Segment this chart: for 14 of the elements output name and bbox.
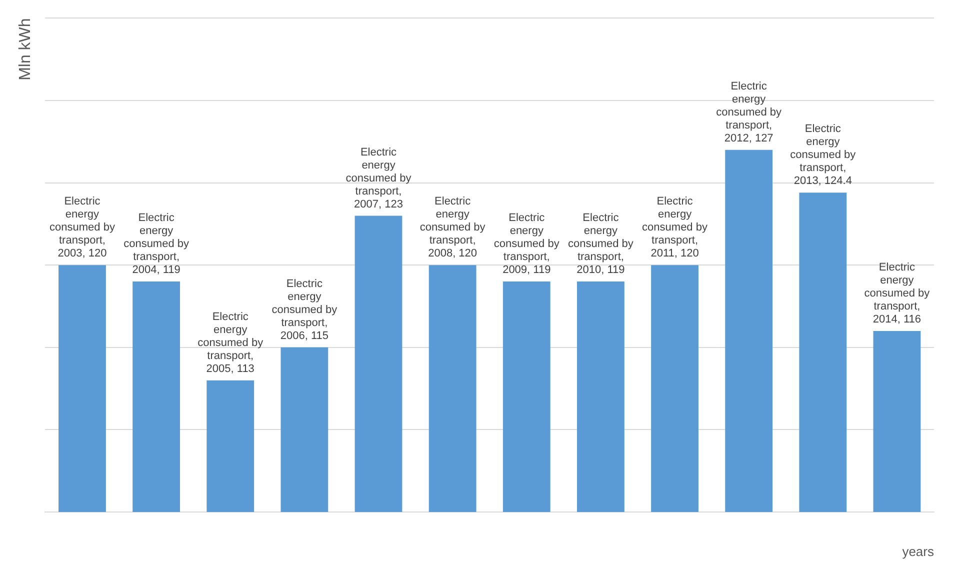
- data-label: Electric energy consumed by transport, 2011, 120: [642, 196, 708, 260]
- y-axis-title: Mln kWh: [17, 18, 34, 80]
- x-axis-title: years: [902, 544, 934, 559]
- data-label: Electric energy consumed by transport, 2010, 119: [568, 212, 634, 276]
- data-label: Electric energy consumed by transport, 2006, 115: [272, 278, 338, 342]
- data-label: Electric energy consumed by transport, 2009, 119: [494, 212, 560, 276]
- data-label: Electric energy consumed by transport, 2008, 120: [420, 196, 486, 260]
- data-label: Electric energy consumed by transport, 2003, 120: [50, 196, 116, 260]
- data-label: Electric energy consumed by transport, 2013, 124.4: [790, 123, 856, 188]
- data-label: Electric energy consumed by transport, 2005, 113: [198, 310, 264, 375]
- data-label: Electric energy consumed by transport, 2014, 116: [864, 261, 930, 326]
- data-label: Electric energy consumed by transport, 2004, 119: [124, 212, 190, 276]
- data-label: Electric energy consumed by transport, 2007, 123: [346, 146, 412, 210]
- data-label: Electric energy consumed by transport, 2012, 127: [716, 80, 782, 144]
